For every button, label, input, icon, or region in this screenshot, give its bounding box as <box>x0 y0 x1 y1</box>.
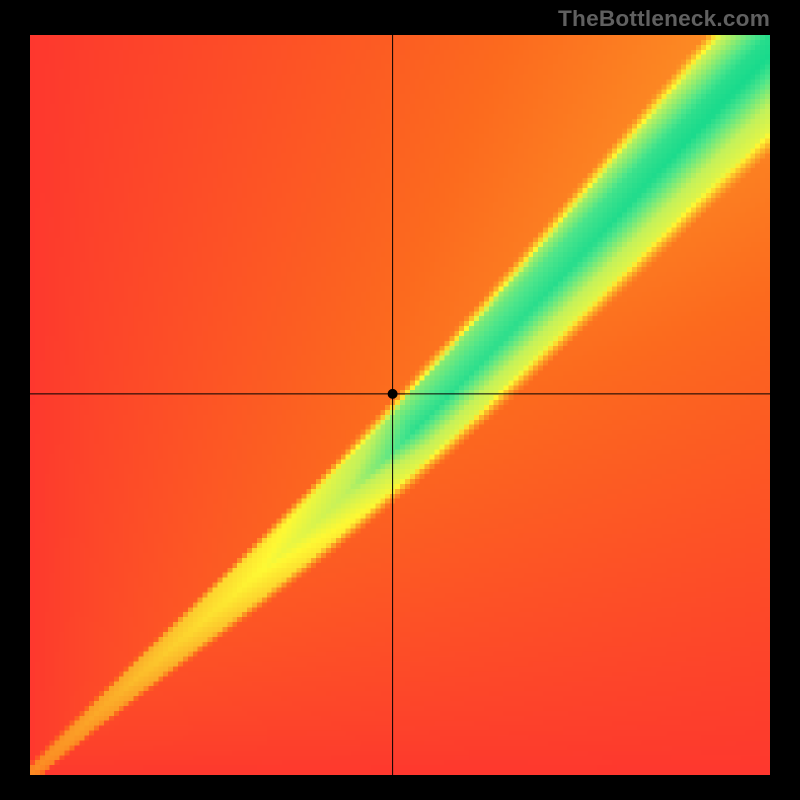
bottleneck-heatmap <box>30 35 770 775</box>
watermark-text: TheBottleneck.com <box>558 6 770 32</box>
chart-container: TheBottleneck.com <box>0 0 800 800</box>
